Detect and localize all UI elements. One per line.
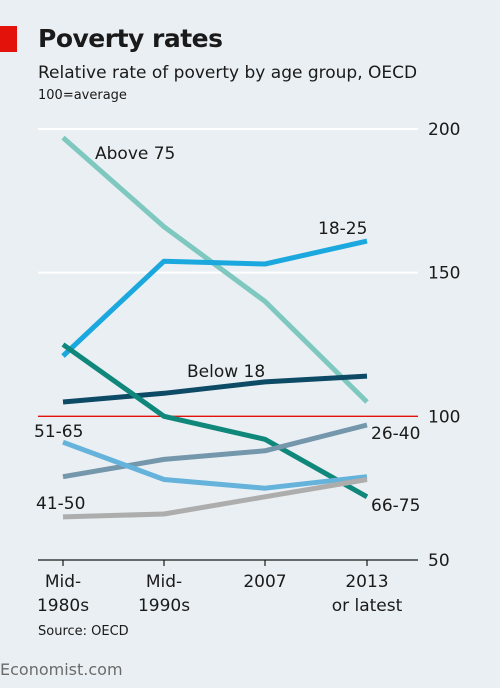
series-line-below-18	[62, 373, 368, 405]
x-tick-label-3-0: 2013	[345, 572, 388, 592]
chart-subtitle: Relative rate of poverty by age group, O…	[38, 63, 418, 83]
x-tick-label-1-0: Mid-	[146, 572, 182, 592]
series-label-66-75: 66-75	[371, 496, 420, 516]
x-tick-label-0-0: Mid-	[45, 572, 81, 592]
x-tick-label-0-1: 1980s	[37, 596, 89, 616]
series-line-26-40	[62, 422, 368, 480]
x-tick-label-1-1: 1990s	[138, 596, 190, 616]
series-label-41-50: 41-50	[36, 494, 85, 514]
brand-wordmark: Economist.com	[0, 660, 123, 679]
series-label-26-40: 26-40	[371, 424, 420, 444]
series-label-51-65: 51-65	[34, 422, 83, 442]
y-tick-label-150: 150	[428, 264, 460, 284]
x-tick-label-2-0: 2007	[243, 572, 286, 592]
series-label-below-18: Below 18	[187, 362, 265, 382]
y-tick-label-50: 50	[428, 551, 450, 571]
y-tick-label-100: 100	[428, 407, 460, 427]
series-line-66-75	[61, 342, 369, 499]
chart-title: Poverty rates	[38, 24, 223, 53]
brand-red-tag	[0, 26, 17, 52]
series-label-18-25: 18-25	[318, 219, 367, 239]
source-note: Source: OECD	[38, 624, 129, 639]
series-line-41-50	[62, 477, 368, 520]
series-label-above-75: Above 75	[95, 144, 175, 164]
x-tick-label-3-1: or latest	[332, 596, 403, 616]
series-line-18-25	[61, 238, 368, 358]
series-line-51-65	[62, 439, 368, 491]
y-tick-label-200: 200	[428, 120, 460, 140]
chart-note: 100=average	[38, 88, 127, 103]
